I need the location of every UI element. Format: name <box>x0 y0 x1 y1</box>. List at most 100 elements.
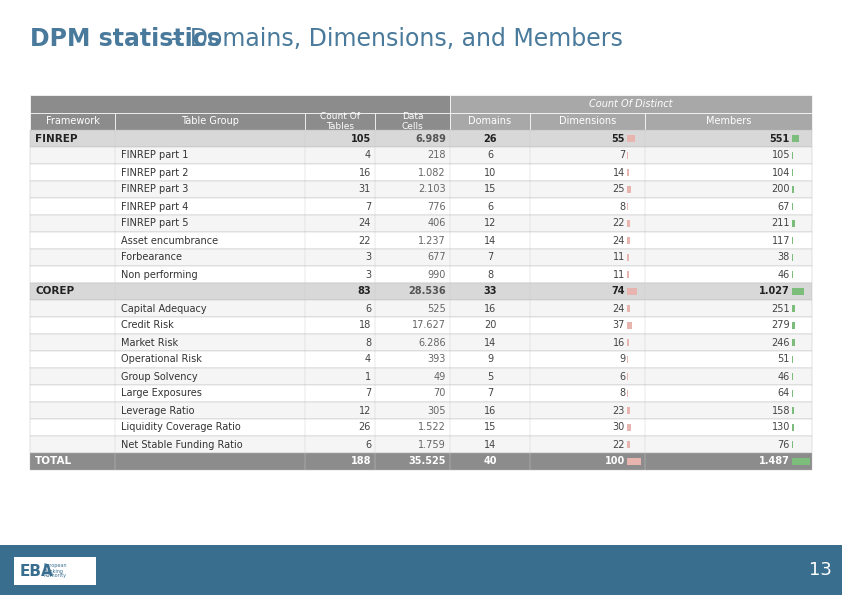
Text: 25: 25 <box>612 184 625 195</box>
Text: 16: 16 <box>613 337 625 347</box>
Text: 33: 33 <box>483 287 497 296</box>
Bar <box>627 287 637 295</box>
Text: 26: 26 <box>483 133 497 143</box>
Text: 55: 55 <box>611 133 625 143</box>
Text: 70: 70 <box>434 389 446 399</box>
Text: 279: 279 <box>771 321 790 330</box>
Text: FINREP part 4: FINREP part 4 <box>121 202 189 211</box>
Text: 200: 200 <box>771 184 790 195</box>
Text: 7: 7 <box>487 389 493 399</box>
Text: 1.522: 1.522 <box>418 422 446 433</box>
Text: 251: 251 <box>771 303 790 314</box>
Bar <box>792 339 795 346</box>
Text: Banking: Banking <box>44 568 64 574</box>
Text: EBA: EBA <box>20 563 54 578</box>
Bar <box>627 356 628 364</box>
Text: Credit Risk: Credit Risk <box>121 321 173 330</box>
Bar <box>792 372 793 380</box>
Bar <box>627 458 641 465</box>
Text: 6: 6 <box>365 303 371 314</box>
Bar <box>30 95 450 113</box>
Text: 677: 677 <box>428 252 446 262</box>
Text: Leverage Ratio: Leverage Ratio <box>121 406 195 415</box>
Text: Count Of Distinct: Count Of Distinct <box>589 99 673 109</box>
Text: 64: 64 <box>778 389 790 399</box>
Text: 83: 83 <box>357 287 371 296</box>
Bar <box>450 113 530 130</box>
Text: 22: 22 <box>612 440 625 449</box>
Bar <box>30 317 812 334</box>
Bar <box>627 220 630 227</box>
Bar <box>30 368 812 385</box>
Text: 525: 525 <box>427 303 446 314</box>
Bar <box>792 220 795 227</box>
Bar <box>792 356 793 364</box>
Bar <box>30 402 812 419</box>
Bar <box>115 113 305 130</box>
Bar <box>305 113 375 130</box>
Text: 990: 990 <box>428 270 446 280</box>
Text: COREP: COREP <box>35 287 74 296</box>
Text: 3: 3 <box>365 252 371 262</box>
Text: 31: 31 <box>359 184 371 195</box>
Text: 11: 11 <box>613 270 625 280</box>
Bar <box>30 215 812 232</box>
Text: 26: 26 <box>359 422 371 433</box>
Text: 24: 24 <box>359 218 371 228</box>
Text: 211: 211 <box>771 218 790 228</box>
Text: 158: 158 <box>771 406 790 415</box>
Bar <box>450 95 812 113</box>
Text: 8: 8 <box>619 202 625 211</box>
Text: Asset encumbrance: Asset encumbrance <box>121 236 218 246</box>
Bar <box>627 271 628 278</box>
Text: 5: 5 <box>487 371 493 381</box>
Text: 38: 38 <box>778 252 790 262</box>
Bar <box>30 181 812 198</box>
Bar <box>792 152 793 159</box>
Text: 1.237: 1.237 <box>418 236 446 246</box>
Bar <box>30 198 812 215</box>
Bar <box>792 134 799 142</box>
Text: Data
Cells: Data Cells <box>402 112 424 131</box>
Bar <box>792 186 794 193</box>
Bar <box>792 424 793 431</box>
Bar <box>30 300 812 317</box>
Bar <box>627 390 628 397</box>
Text: DPM statistics: DPM statistics <box>30 27 221 51</box>
Bar <box>30 436 812 453</box>
Bar <box>30 147 812 164</box>
Text: 12: 12 <box>484 218 496 228</box>
Bar <box>627 305 631 312</box>
Text: 8: 8 <box>619 389 625 399</box>
Bar <box>30 419 812 436</box>
Bar <box>792 203 793 210</box>
Text: Large Exposures: Large Exposures <box>121 389 202 399</box>
Text: Operational Risk: Operational Risk <box>121 355 202 365</box>
Bar <box>30 130 812 147</box>
Text: Non performing: Non performing <box>121 270 198 280</box>
Text: 4: 4 <box>365 355 371 365</box>
Text: Members: Members <box>706 117 751 127</box>
Bar <box>792 441 793 448</box>
Text: 8: 8 <box>365 337 371 347</box>
Bar <box>30 283 812 300</box>
Bar <box>792 390 793 397</box>
Bar <box>627 441 630 448</box>
Bar <box>792 458 810 465</box>
Text: 117: 117 <box>771 236 790 246</box>
Text: Capital Adequacy: Capital Adequacy <box>121 303 206 314</box>
Text: 104: 104 <box>771 168 790 177</box>
Text: FINREP part 1: FINREP part 1 <box>121 151 189 161</box>
Text: 11: 11 <box>613 252 625 262</box>
Text: 1: 1 <box>365 371 371 381</box>
Text: 305: 305 <box>428 406 446 415</box>
Bar <box>645 113 812 130</box>
Bar <box>30 113 115 130</box>
Bar <box>30 266 812 283</box>
Text: Market Risk: Market Risk <box>121 337 179 347</box>
Text: 7: 7 <box>487 252 493 262</box>
Text: 74: 74 <box>611 287 625 296</box>
Text: 14: 14 <box>613 168 625 177</box>
Text: 130: 130 <box>771 422 790 433</box>
Text: 6: 6 <box>487 202 493 211</box>
